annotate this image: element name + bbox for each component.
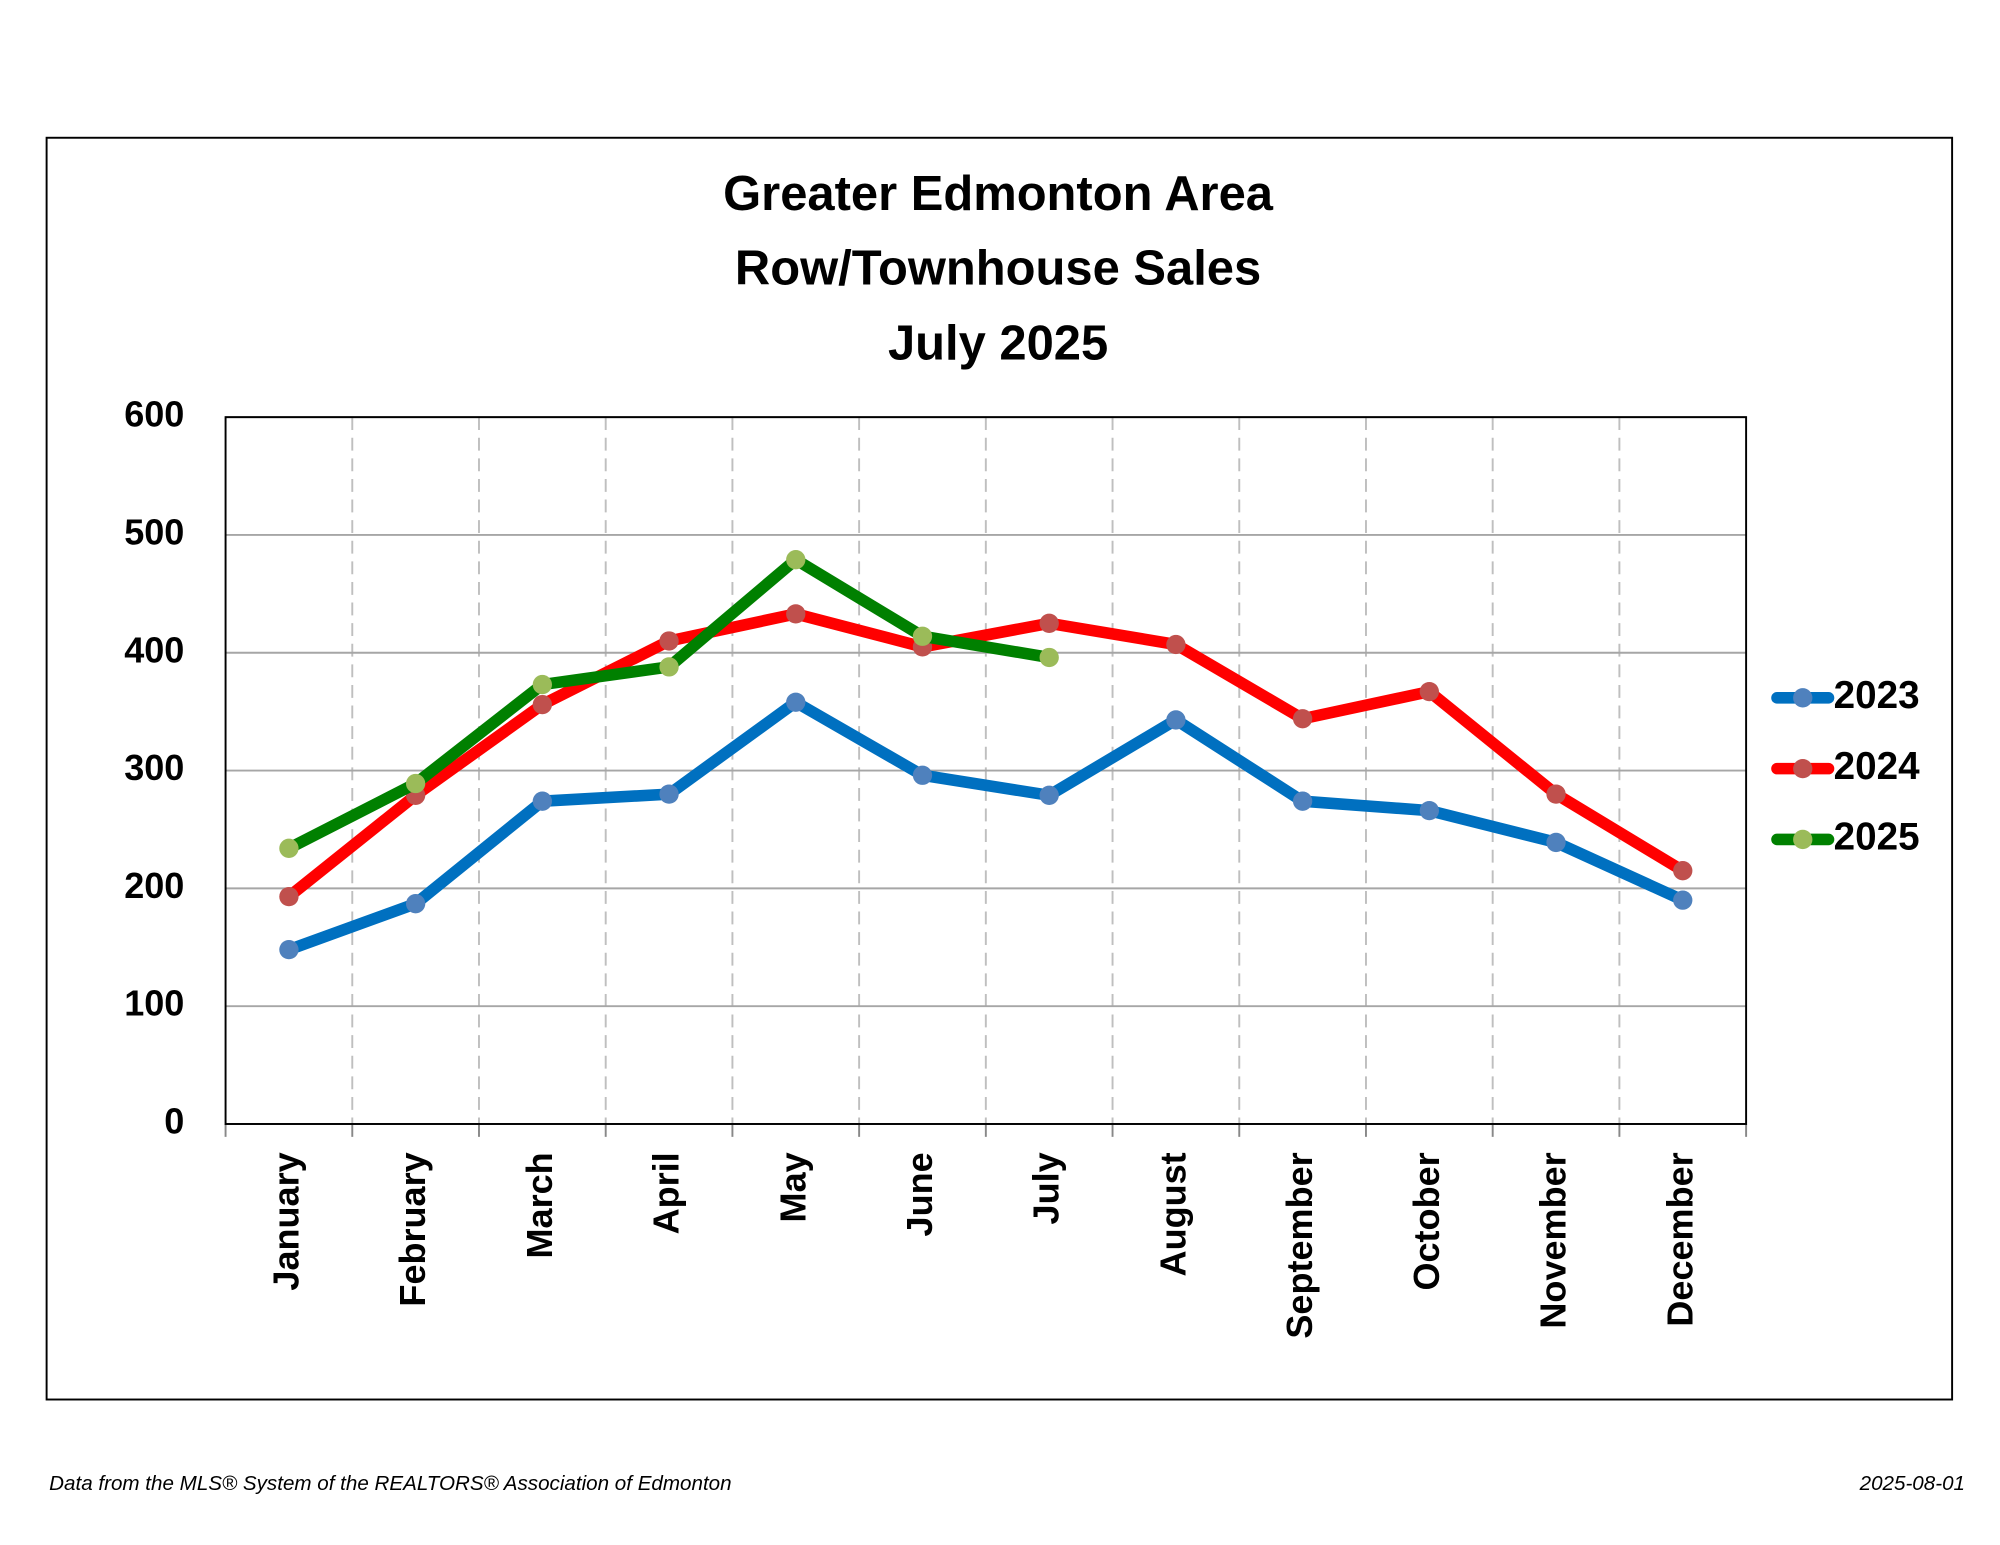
y-tick-label: 300 [124, 747, 184, 788]
point [1419, 800, 1439, 821]
point [786, 550, 806, 570]
y-tick-label: 400 [124, 629, 184, 670]
point [1166, 710, 1186, 730]
point [659, 784, 679, 804]
chart-title: Row/Townhouse Sales [735, 242, 1261, 296]
legend-marker [1793, 688, 1813, 708]
point [1039, 613, 1059, 633]
x-tick-label: March [519, 1152, 560, 1258]
chart-title: July 2025 [888, 316, 1108, 370]
point [1166, 634, 1186, 655]
legend-marker [1793, 829, 1813, 850]
source-note: Data from the MLS® System of the REALTOR… [49, 1472, 731, 1495]
x-tick-label: November [1533, 1152, 1574, 1328]
legend-label: 2025 [1834, 816, 1920, 859]
y-tick-label: 500 [124, 511, 184, 552]
point [786, 692, 806, 712]
point [279, 886, 299, 907]
point [1039, 647, 1059, 668]
point [405, 773, 426, 794]
series-line [285, 608, 1686, 902]
point [532, 791, 553, 811]
x-tick-label: August [1152, 1152, 1193, 1276]
date-note: 2025-08-01 [1859, 1472, 1965, 1495]
x-tick-label: June [899, 1152, 940, 1236]
x-tick-label: January [265, 1152, 306, 1290]
y-tick-label: 0 [164, 1101, 184, 1142]
x-tick-label: May [772, 1152, 813, 1222]
point [659, 631, 679, 651]
plot-frame [224, 416, 1748, 1125]
point [532, 694, 553, 715]
y-tick-label: 100 [124, 983, 184, 1024]
x-tick-label: October [1406, 1152, 1447, 1290]
point [532, 674, 553, 695]
series-line [286, 696, 1686, 956]
point [1546, 784, 1566, 804]
x-tick-label: September [1279, 1152, 1320, 1338]
legend-label: 2023 [1834, 674, 1920, 717]
x-tick-label: April [646, 1152, 687, 1234]
point [279, 939, 299, 960]
point [1419, 681, 1439, 702]
point [1292, 709, 1313, 729]
y-tick-label: 600 [124, 394, 184, 435]
point [1546, 832, 1566, 853]
point [405, 894, 426, 914]
point [1673, 861, 1693, 881]
legend-marker [1793, 758, 1813, 779]
x-tick-label: July [1026, 1152, 1067, 1224]
point [1039, 785, 1059, 805]
point [659, 657, 679, 677]
chart-title: Greater Edmonton Area [723, 167, 1274, 221]
point [1673, 890, 1693, 910]
legend-label: 2024 [1834, 745, 1920, 788]
x-tick-label: December [1659, 1152, 1700, 1326]
chart-frame [45, 136, 1954, 1401]
x-tick-label: February [392, 1152, 433, 1306]
point [279, 838, 299, 858]
y-tick-label: 200 [124, 865, 184, 906]
point [912, 626, 933, 646]
point [1292, 791, 1313, 811]
point [786, 604, 806, 624]
point [912, 765, 933, 785]
